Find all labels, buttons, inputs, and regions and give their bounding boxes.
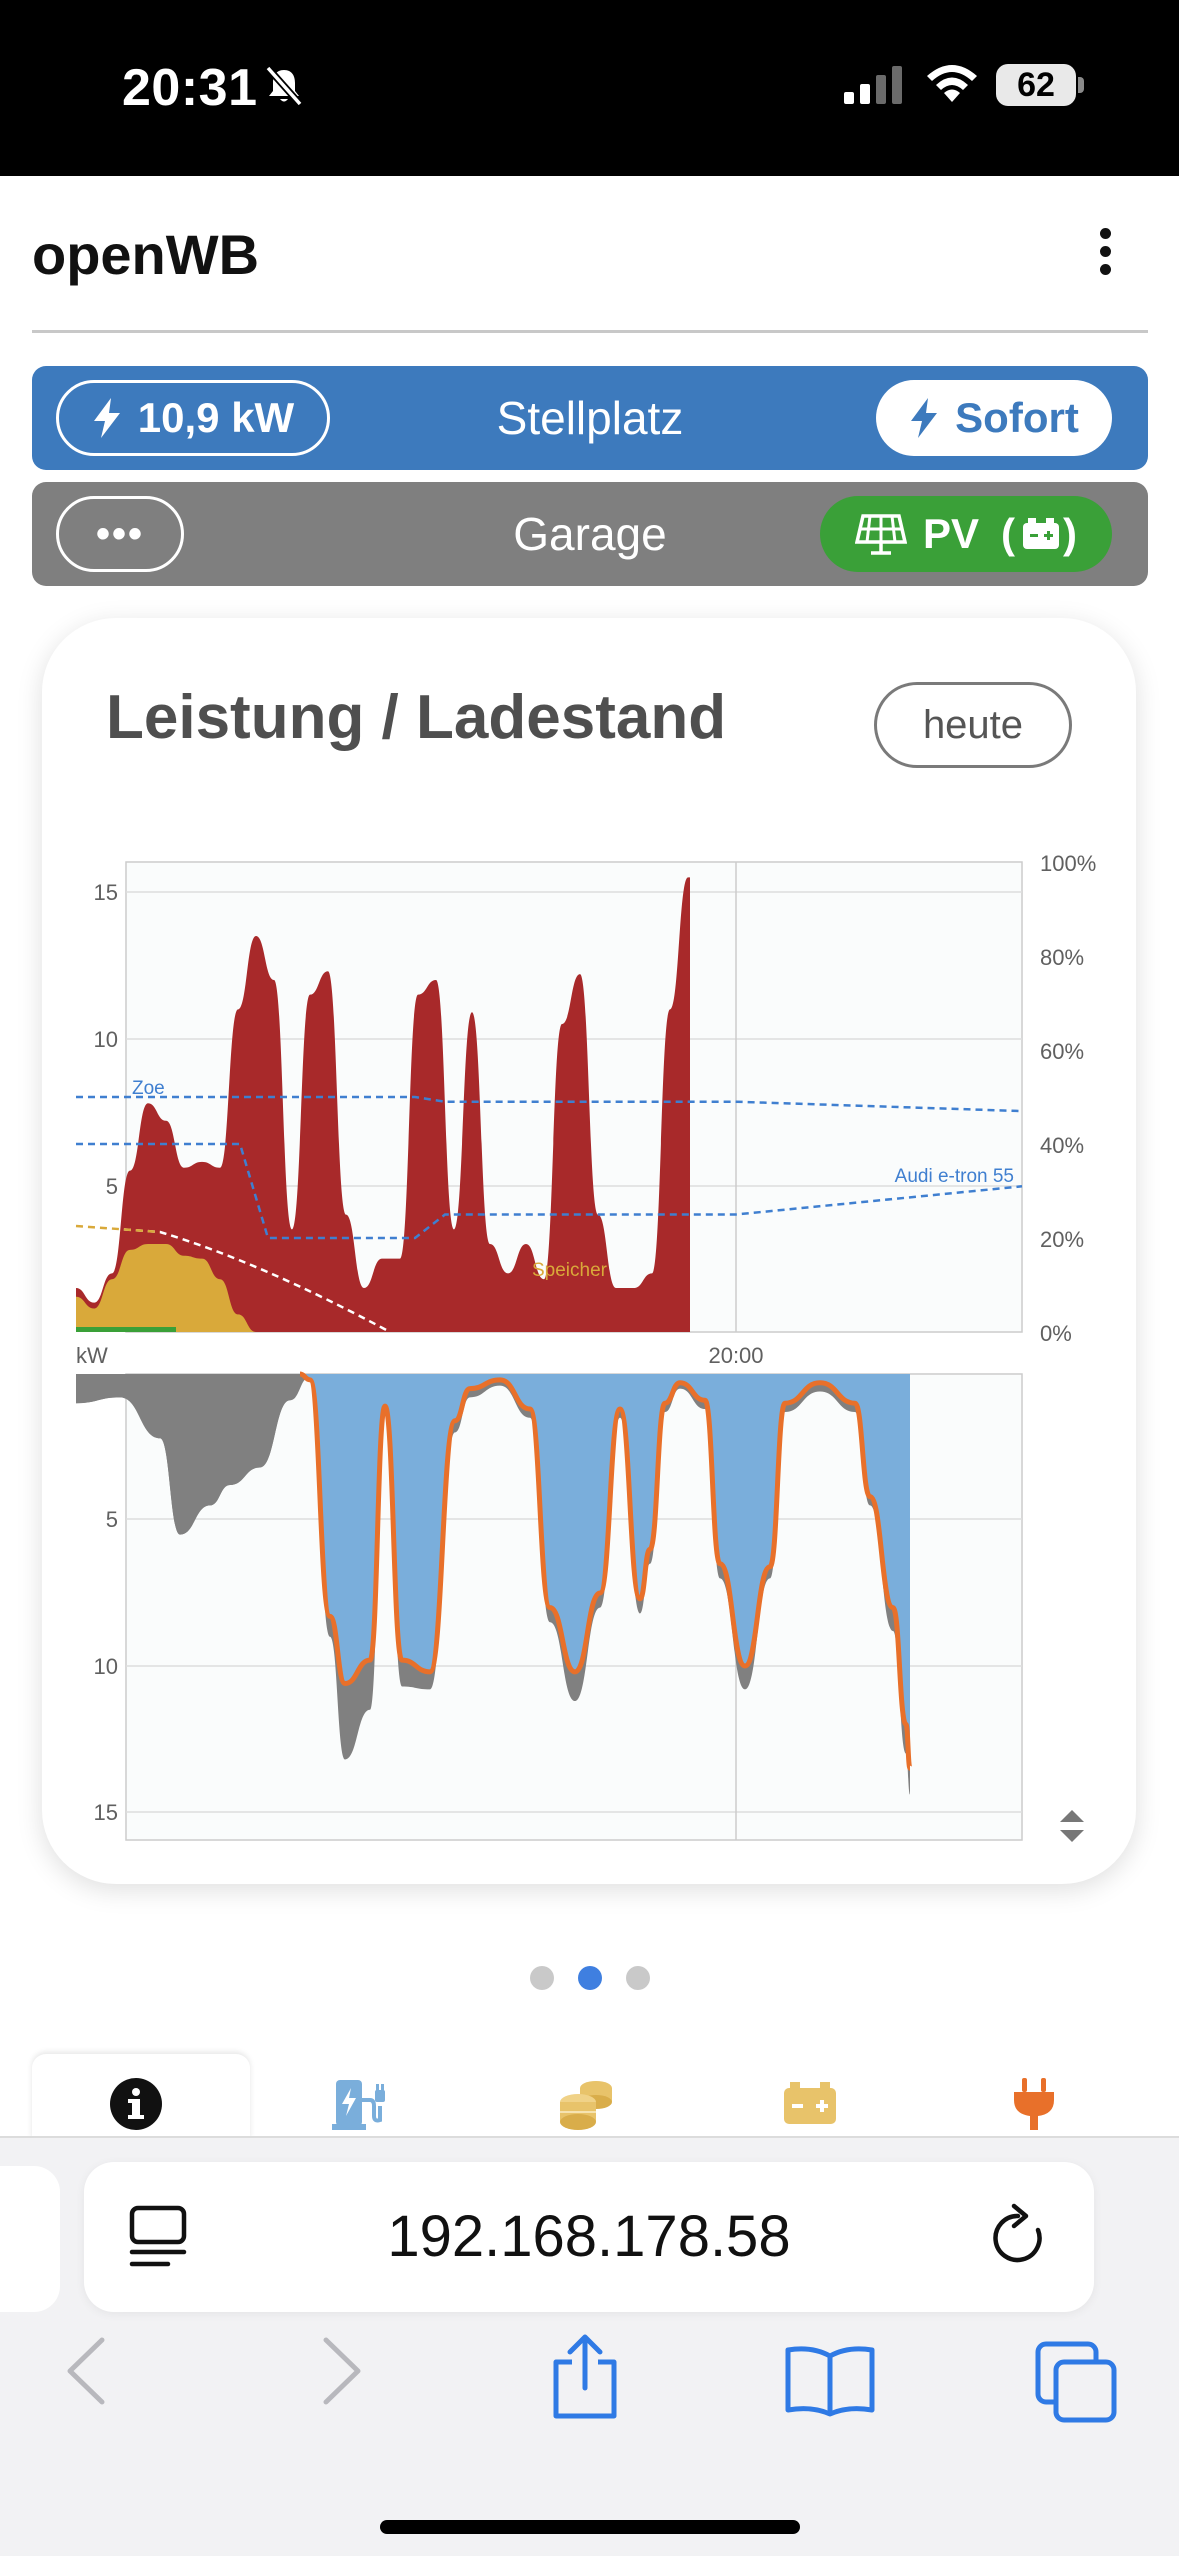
reload-icon[interactable]: [988, 2202, 1052, 2272]
bolt-icon: [911, 398, 938, 438]
url-text[interactable]: 192.168.178.58: [387, 2204, 791, 2269]
forward-icon[interactable]: [316, 2336, 368, 2406]
charge-mode-label: Sofort: [955, 394, 1079, 441]
back-icon[interactable]: [60, 2336, 112, 2406]
series-area-grid-left: [76, 1374, 300, 1535]
home-indicator: [380, 2520, 800, 2534]
header-divider: [32, 330, 1148, 333]
info-icon[interactable]: [106, 2076, 166, 2132]
series-area-house: [299, 1371, 913, 1771]
pager-dot-active[interactable]: [578, 1966, 602, 1990]
pager-dot[interactable]: [626, 1966, 650, 1990]
wifi-icon: [927, 65, 977, 102]
y-tick-right: 80%: [1040, 945, 1084, 970]
status-clock: 20:31: [122, 59, 258, 117]
expand-chart-icon[interactable]: [1060, 1810, 1084, 1842]
bookmarks-icon[interactable]: [784, 2344, 876, 2418]
soc-line-0: [76, 1095, 1023, 1113]
series-area-storage: [76, 1244, 310, 1332]
power-soc-chart: 15 10 5 kW 20:00 100% 80% 60% 40% 20% 0%…: [75, 851, 1096, 1842]
y-tick-top: 15: [94, 880, 118, 905]
mode-paren-open: (: [1001, 510, 1016, 557]
silent-mode-icon: [265, 65, 303, 107]
tabs-icon[interactable]: [1034, 2340, 1120, 2424]
y-tick-bottom: 10: [94, 1654, 118, 1679]
mode-paren-close: ): [1063, 510, 1078, 557]
battery-priority-icon: [1023, 518, 1060, 549]
chargepoint-name: Garage: [513, 508, 667, 560]
x-tick-time: 20:00: [708, 1343, 763, 1368]
soc-label-zoe: Zoe: [132, 1078, 165, 1099]
menu-kebab-icon[interactable]: [1090, 228, 1120, 282]
share-icon[interactable]: [548, 2332, 622, 2422]
status-bar: [0, 0, 1179, 176]
tab-divider: [0, 2136, 1179, 2138]
storage-label: Speicher: [532, 1260, 608, 1281]
y-tick-top: 5: [106, 1174, 118, 1199]
page-menu-icon[interactable]: [128, 2204, 188, 2268]
y-tick-right: 40%: [1040, 1133, 1084, 1158]
series-area-total: [76, 877, 690, 1332]
power-badge[interactable]: 10,9 kW: [56, 380, 330, 456]
charge-mode-button[interactable]: Sofort: [876, 380, 1112, 456]
charge-mode-label: PV: [922, 510, 980, 557]
coins-icon[interactable]: [556, 2076, 616, 2132]
cellular-signal-icon: [844, 66, 902, 104]
y-tick-bottom: 5: [106, 1507, 118, 1532]
storage-soc-line: [75, 1224, 391, 1334]
soc-label-audi: Audi e-tron 55: [895, 1166, 1014, 1187]
battery-level: 62: [996, 64, 1076, 106]
y-tick-right: 0%: [1040, 1321, 1072, 1346]
app-title: openWB: [32, 223, 260, 286]
unit-label: kW: [76, 1343, 108, 1368]
more-options-label: •••: [95, 511, 144, 556]
solar-panel-icon: [854, 514, 907, 555]
chargepoint-name: Stellplatz: [496, 392, 684, 444]
chargepoint-row-stellplatz[interactable]: Stellplatz 10,9 kW Sofort: [32, 366, 1148, 470]
chargepoint-row-garage[interactable]: Garage ••• PV ( ): [32, 482, 1148, 586]
y-tick-bottom: 15: [94, 1800, 118, 1825]
y-tick-right: 20%: [1040, 1227, 1084, 1252]
battery-icon[interactable]: [780, 2076, 840, 2132]
power-value: 10,9 kW: [137, 394, 295, 441]
soc-line-1: [76, 1142, 1023, 1240]
charge-mode-button[interactable]: PV ( ): [820, 496, 1112, 572]
series-area-pv: [76, 1327, 176, 1332]
pager-dot[interactable]: [530, 1966, 554, 1990]
plug-icon[interactable]: [1004, 2076, 1064, 2132]
time-range-button[interactable]: heute: [874, 682, 1072, 768]
y-tick-top: 10: [94, 1027, 118, 1052]
battery-icon: [1078, 77, 1084, 93]
previous-tab[interactable]: [0, 2166, 60, 2312]
more-options-button[interactable]: •••: [56, 496, 184, 572]
charging-station-icon[interactable]: [330, 2076, 390, 2132]
y-tick-right: 100%: [1040, 851, 1096, 876]
y-tick-right: 60%: [1040, 1039, 1084, 1064]
address-bar[interactable]: [84, 2162, 1094, 2312]
card-title: Leistung / Ladestand: [106, 683, 727, 752]
bolt-icon: [93, 398, 120, 438]
